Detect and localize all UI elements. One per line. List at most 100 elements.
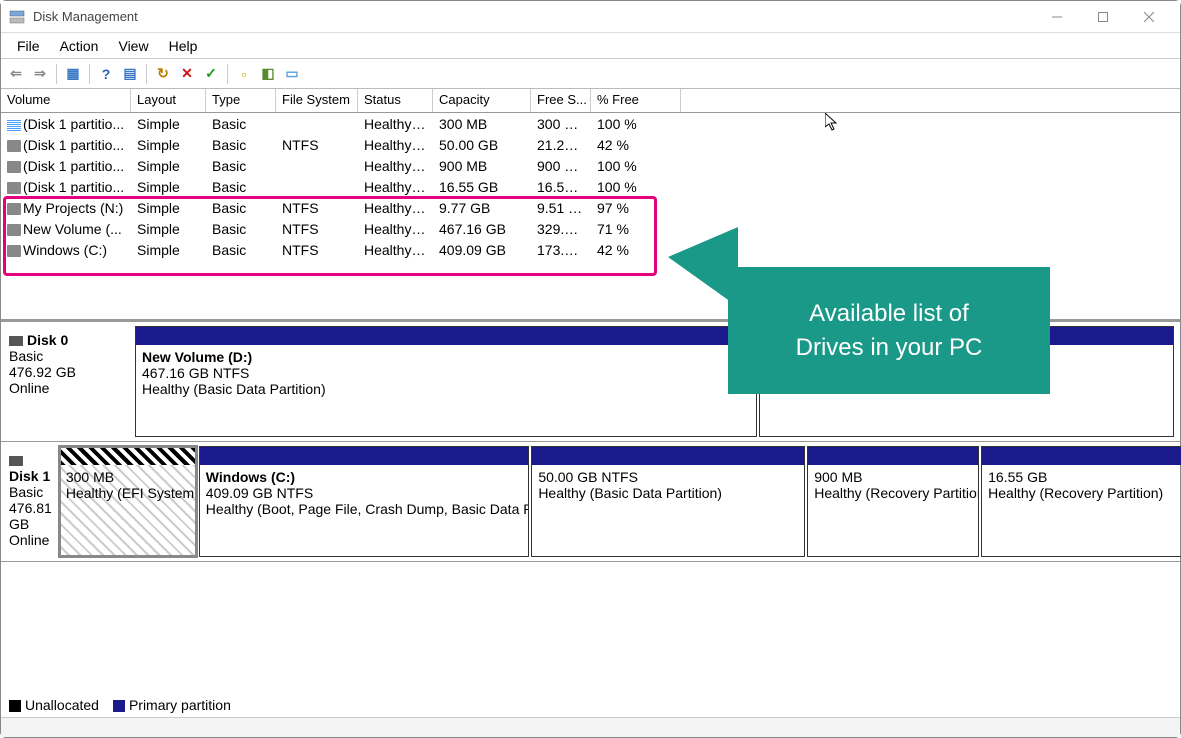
cell	[276, 123, 358, 125]
cell: 9.77 GB	[433, 199, 531, 217]
column-header-layout[interactable]: Layout	[131, 89, 206, 112]
cell: Basic	[206, 178, 276, 196]
menubar: FileActionViewHelp	[1, 33, 1180, 59]
drive-icon	[7, 182, 21, 194]
toolbar-separator	[89, 64, 90, 84]
column-header-status[interactable]: Status	[358, 89, 433, 112]
column-header-volume[interactable]: Volume	[1, 89, 131, 112]
cell: Healthy ...	[358, 157, 433, 175]
cell: Basic	[206, 115, 276, 133]
cell: 21.20 ...	[531, 136, 591, 154]
column-header-type[interactable]: Type	[206, 89, 276, 112]
menu-file[interactable]: File	[7, 35, 50, 57]
partition[interactable]: 300 MBHealthy (EFI System Partition)	[59, 446, 197, 557]
partition-stripe	[60, 447, 196, 465]
partition-body: 50.00 GB NTFSHealthy (Basic Data Partiti…	[532, 465, 804, 556]
volume-row[interactable]: (Disk 1 partitio...SimpleBasicHealthy ..…	[1, 176, 1180, 197]
column-header-capacity[interactable]: Capacity	[433, 89, 531, 112]
disk-row: Disk 1Basic476.81 GBOnline300 MBHealthy …	[1, 442, 1180, 562]
status-bar	[1, 717, 1180, 737]
drive-icon	[7, 161, 21, 173]
disk-info[interactable]: Disk 0Basic476.92 GBOnline	[5, 326, 133, 437]
close-button[interactable]	[1126, 1, 1172, 33]
partition-body: 16.55 GBHealthy (Recovery Partition)	[982, 465, 1181, 556]
volume-row[interactable]: My Projects (N:)SimpleBasicNTFSHealthy .…	[1, 197, 1180, 218]
minimize-button[interactable]	[1034, 1, 1080, 33]
menu-help[interactable]: Help	[159, 35, 208, 57]
disk-name: Disk 1	[9, 468, 50, 484]
partition[interactable]: Windows (C:)409.09 GB NTFSHealthy (Boot,…	[199, 446, 530, 557]
partition[interactable]: New Volume (D:)467.16 GB NTFSHealthy (Ba…	[135, 326, 757, 437]
volume-row[interactable]: New Volume (...SimpleBasicNTFSHealthy ..…	[1, 218, 1180, 239]
disk-info[interactable]: Disk 1Basic476.81 GBOnline	[5, 446, 57, 557]
show-hide-icon[interactable]: ▦	[62, 63, 84, 85]
app-icon	[9, 9, 25, 25]
partition-stripe	[136, 327, 756, 345]
cell: 409.09 GB	[433, 241, 531, 259]
menu-action[interactable]: Action	[50, 35, 109, 57]
cell: (Disk 1 partitio...	[1, 157, 131, 175]
volume-row[interactable]: Windows (C:)SimpleBasicNTFSHealthy ...40…	[1, 239, 1180, 260]
partition-status: Healthy (Boot, Page File, Crash Dump, Ba…	[206, 501, 523, 517]
cell: 100 %	[591, 178, 681, 196]
cell: Healthy ...	[358, 136, 433, 154]
annotation-callout: Available list of Drives in your PC	[728, 267, 1050, 394]
refresh-icon[interactable]: ↻	[152, 63, 174, 85]
legend-swatch	[113, 700, 125, 712]
menu-view[interactable]: View	[108, 35, 158, 57]
partition-body: 900 MBHealthy (Recovery Partition)	[808, 465, 978, 556]
cell: (Disk 1 partitio...	[1, 115, 131, 133]
cell: Simple	[131, 157, 206, 175]
cell: NTFS	[276, 241, 358, 259]
partition-status: Healthy (Recovery Partition)	[988, 485, 1181, 501]
delete-icon[interactable]: ✕	[176, 63, 198, 85]
cell: Basic	[206, 136, 276, 154]
volume-row[interactable]: (Disk 1 partitio...SimpleBasicHealthy ..…	[1, 113, 1180, 134]
partition-size: 50.00 GB NTFS	[538, 469, 798, 485]
partition-size: 409.09 GB NTFS	[206, 485, 523, 501]
check-icon[interactable]: ✓	[200, 63, 222, 85]
partition-status: Healthy (Recovery Partition)	[814, 485, 972, 501]
window-title: Disk Management	[33, 9, 1034, 24]
disk-partitions: 300 MBHealthy (EFI System Partition)Wind…	[57, 446, 1181, 557]
settings-icon[interactable]: ▭	[281, 63, 303, 85]
column-header-file-system[interactable]: File System	[276, 89, 358, 112]
maximize-button[interactable]	[1080, 1, 1126, 33]
partition-stripe	[982, 447, 1181, 465]
cell: (Disk 1 partitio...	[1, 136, 131, 154]
cell: Simple	[131, 199, 206, 217]
cell: 50.00 GB	[433, 136, 531, 154]
toolbar-separator	[146, 64, 147, 84]
back-icon[interactable]: ⇐	[5, 63, 27, 85]
volume-row[interactable]: (Disk 1 partitio...SimpleBasicHealthy ..…	[1, 155, 1180, 176]
column-header--free[interactable]: % Free	[591, 89, 681, 112]
cell: Healthy ...	[358, 220, 433, 238]
cell: 16.55 ...	[531, 178, 591, 196]
drive-icon	[7, 203, 21, 215]
partition[interactable]: 900 MBHealthy (Recovery Partition)	[807, 446, 979, 557]
cell: Simple	[131, 115, 206, 133]
window-controls	[1034, 1, 1172, 33]
partition[interactable]: 50.00 GB NTFSHealthy (Basic Data Partiti…	[531, 446, 805, 557]
partition-stripe	[200, 447, 529, 465]
forward-icon[interactable]: ⇒	[29, 63, 51, 85]
props-icon[interactable]: ▤	[119, 63, 141, 85]
help-icon[interactable]: ?	[95, 63, 117, 85]
column-header-spacer	[681, 89, 1180, 112]
partition-body: New Volume (D:)467.16 GB NTFSHealthy (Ba…	[136, 345, 756, 436]
partition[interactable]: 16.55 GBHealthy (Recovery Partition)	[981, 446, 1181, 557]
cell: Simple	[131, 178, 206, 196]
cell: NTFS	[276, 136, 358, 154]
titlebar: Disk Management	[1, 1, 1180, 33]
column-header-free-s-[interactable]: Free S...	[531, 89, 591, 112]
legend-label: Unallocated	[25, 697, 99, 713]
disk-size: 476.92 GB	[9, 364, 128, 380]
wizard-icon[interactable]: ◧	[257, 63, 279, 85]
volume-table-header: VolumeLayoutTypeFile SystemStatusCapacit…	[1, 89, 1180, 113]
volume-row[interactable]: (Disk 1 partitio...SimpleBasicNTFSHealth…	[1, 134, 1180, 155]
drive-icon	[7, 224, 21, 236]
legend-item: Primary partition	[113, 697, 231, 713]
new-icon[interactable]: ▫	[233, 63, 255, 85]
volume-stripe-icon	[7, 119, 21, 131]
cell: Basic	[206, 220, 276, 238]
